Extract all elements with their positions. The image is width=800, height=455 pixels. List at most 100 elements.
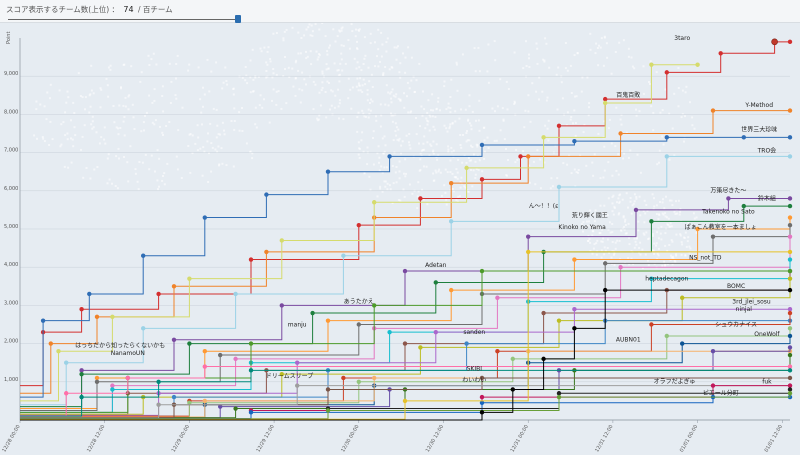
data-point[interactable]	[449, 219, 454, 224]
data-point[interactable]	[649, 219, 654, 224]
data-point[interactable]	[110, 314, 115, 320]
data-point[interactable]	[94, 375, 100, 381]
data-point[interactable]	[479, 142, 485, 148]
data-point[interactable]	[356, 379, 361, 384]
team-count-slider-track[interactable]	[8, 19, 238, 20]
data-point[interactable]	[787, 383, 793, 388]
data-point[interactable]	[464, 341, 469, 346]
data-point[interactable]	[787, 307, 793, 312]
data-point[interactable]	[79, 371, 84, 377]
data-point[interactable]	[556, 123, 562, 129]
data-point[interactable]	[171, 284, 177, 289]
data-point[interactable]	[464, 165, 469, 171]
data-point[interactable]	[218, 404, 223, 409]
data-point[interactable]	[325, 169, 331, 174]
data-point[interactable]	[572, 326, 577, 331]
data-point[interactable]	[264, 192, 269, 197]
data-point[interactable]	[295, 383, 300, 388]
data-point[interactable]	[787, 234, 793, 239]
data-point[interactable]	[618, 265, 623, 270]
data-point[interactable]	[718, 51, 723, 56]
data-point[interactable]	[787, 333, 793, 339]
data-point[interactable]	[418, 345, 423, 350]
data-point[interactable]	[449, 287, 454, 293]
data-point[interactable]	[310, 310, 315, 316]
data-point[interactable]	[633, 207, 639, 213]
data-point[interactable]	[664, 135, 669, 140]
data-point[interactable]	[787, 154, 793, 159]
data-point[interactable]	[787, 310, 793, 316]
data-point[interactable]	[94, 314, 100, 320]
data-point[interactable]	[556, 394, 562, 400]
data-point[interactable]	[541, 135, 546, 140]
data-point[interactable]	[495, 295, 500, 300]
data-point[interactable]	[248, 410, 254, 415]
data-point[interactable]	[695, 62, 700, 67]
data-point[interactable]	[541, 356, 546, 362]
data-point[interactable]	[787, 257, 793, 262]
data-point[interactable]	[279, 238, 284, 243]
data-point[interactable]	[680, 341, 685, 346]
data-point[interactable]	[110, 383, 115, 388]
data-point[interactable]	[572, 138, 577, 144]
data-point[interactable]	[202, 349, 207, 354]
data-point[interactable]	[741, 135, 746, 140]
data-point[interactable]	[603, 100, 608, 106]
data-point[interactable]	[664, 154, 669, 159]
data-point[interactable]	[680, 295, 685, 300]
data-point[interactable]	[110, 387, 115, 392]
data-point[interactable]	[710, 234, 716, 239]
data-point[interactable]	[63, 391, 69, 396]
data-point[interactable]	[248, 257, 254, 262]
data-point[interactable]	[48, 341, 53, 346]
data-point[interactable]	[63, 360, 69, 365]
data-point[interactable]	[787, 135, 793, 140]
data-point[interactable]	[787, 326, 793, 331]
data-point[interactable]	[171, 337, 177, 342]
data-point[interactable]	[787, 215, 793, 220]
data-point[interactable]	[710, 349, 716, 354]
data-point[interactable]	[79, 394, 84, 400]
data-point[interactable]	[510, 356, 515, 362]
data-point[interactable]	[402, 398, 408, 404]
data-point[interactable]	[264, 249, 269, 255]
data-point[interactable]	[787, 222, 793, 228]
data-point[interactable]	[710, 383, 716, 388]
data-point[interactable]	[526, 154, 531, 159]
data-point[interactable]	[449, 180, 454, 186]
data-point[interactable]	[787, 387, 793, 392]
data-point[interactable]	[526, 234, 531, 239]
data-point[interactable]	[433, 280, 438, 285]
data-point[interactable]	[94, 379, 100, 384]
data-point[interactable]	[479, 394, 485, 400]
data-point[interactable]	[479, 177, 485, 182]
data-point[interactable]	[248, 341, 254, 346]
data-point[interactable]	[664, 70, 669, 75]
data-point[interactable]	[787, 39, 793, 45]
data-point[interactable]	[495, 349, 500, 354]
data-point[interactable]	[649, 62, 654, 67]
data-point[interactable]	[325, 408, 331, 413]
data-point[interactable]	[402, 268, 408, 274]
data-point[interactable]	[87, 291, 92, 297]
data-point[interactable]	[787, 391, 793, 396]
data-point[interactable]	[479, 268, 485, 274]
data-point[interactable]	[79, 307, 84, 312]
data-point[interactable]	[156, 402, 161, 407]
data-point[interactable]	[787, 108, 793, 113]
data-point[interactable]	[387, 154, 392, 159]
data-point[interactable]	[556, 391, 562, 396]
data-point[interactable]	[233, 406, 238, 411]
data-point[interactable]	[572, 307, 577, 312]
data-point[interactable]	[125, 375, 130, 381]
data-point[interactable]	[618, 131, 623, 136]
data-point[interactable]	[603, 287, 608, 293]
data-point[interactable]	[479, 400, 485, 406]
data-point[interactable]	[356, 222, 361, 228]
data-point[interactable]	[248, 368, 254, 373]
data-point[interactable]	[202, 215, 207, 220]
data-point[interactable]	[156, 291, 161, 297]
data-point[interactable]	[372, 375, 377, 381]
data-point[interactable]	[233, 356, 238, 362]
data-point[interactable]	[787, 375, 793, 381]
